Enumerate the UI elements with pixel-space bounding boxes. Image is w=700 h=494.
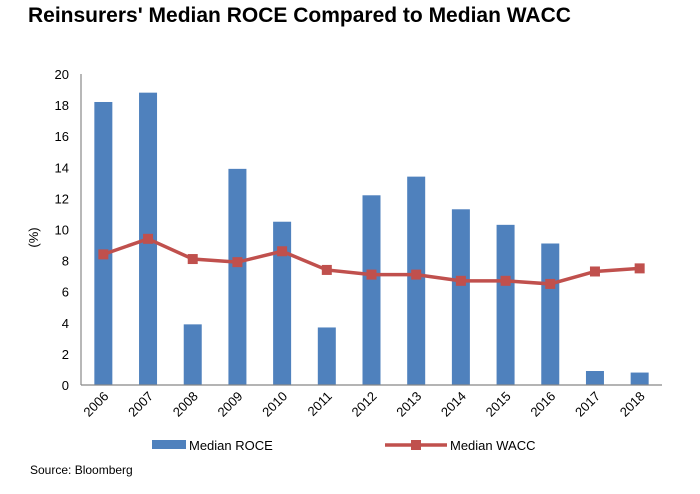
x-tick-label: 2007 bbox=[125, 389, 156, 420]
bar-2009 bbox=[228, 168, 247, 385]
bar-2008 bbox=[183, 324, 202, 385]
x-tick-label: 2015 bbox=[483, 389, 514, 420]
x-tick-label: 2006 bbox=[80, 389, 111, 420]
wacc-point-2008 bbox=[187, 254, 198, 265]
y-tick-label: 8 bbox=[62, 254, 69, 269]
wacc-point-2009 bbox=[232, 257, 243, 268]
bar-2013 bbox=[407, 176, 426, 385]
x-tick-label: 2014 bbox=[438, 389, 469, 420]
wacc-point-2016 bbox=[545, 278, 556, 289]
bar-2016 bbox=[541, 243, 560, 385]
wacc-point-2018 bbox=[634, 263, 645, 274]
wacc-point-2014 bbox=[455, 275, 466, 286]
bar-2017 bbox=[585, 371, 604, 385]
wacc-point-2006 bbox=[98, 249, 109, 260]
x-tick-label: 2008 bbox=[170, 389, 201, 420]
legend-label-roce: Median ROCE bbox=[189, 438, 273, 453]
source-note: Source: Bloomberg bbox=[30, 463, 133, 477]
legend-label-wacc: Median WACC bbox=[450, 438, 535, 453]
bar-2015 bbox=[496, 224, 515, 385]
wacc-point-2017 bbox=[589, 266, 600, 277]
wacc-point-2010 bbox=[277, 246, 288, 257]
wacc-point-2012 bbox=[366, 269, 377, 280]
x-tick-label: 2017 bbox=[572, 389, 603, 420]
x-tick-label: 2016 bbox=[527, 389, 558, 420]
bar-2018 bbox=[630, 372, 649, 385]
y-tick-label: 0 bbox=[62, 378, 69, 393]
bar-2006 bbox=[94, 101, 113, 386]
x-tick-label: 2011 bbox=[305, 389, 335, 419]
y-tick-label: 14 bbox=[55, 160, 69, 175]
y-tick-label: 2 bbox=[62, 347, 69, 362]
x-tick-label: 2018 bbox=[617, 389, 648, 420]
y-axis-label: (%) bbox=[26, 227, 41, 247]
x-tick-label: 2009 bbox=[214, 389, 245, 420]
y-tick-label: 12 bbox=[55, 191, 69, 206]
y-tick-label: 18 bbox=[55, 98, 69, 113]
y-tick-label: 4 bbox=[62, 316, 69, 331]
wacc-point-2011 bbox=[321, 264, 332, 275]
bar-2010 bbox=[273, 221, 292, 385]
y-tick-label: 6 bbox=[62, 285, 69, 300]
x-tick-label: 2013 bbox=[393, 389, 424, 420]
bar-2012 bbox=[362, 195, 381, 385]
y-tick-label: 20 bbox=[55, 67, 69, 82]
bar-2011 bbox=[317, 327, 336, 385]
y-tick-label: 10 bbox=[55, 223, 69, 238]
y-tick-label: 16 bbox=[55, 129, 69, 144]
chart-title: Reinsurers' Median ROCE Compared to Medi… bbox=[28, 4, 571, 27]
legend-marker-wacc bbox=[411, 440, 421, 450]
wacc-point-2007 bbox=[143, 233, 154, 244]
legend-swatch-roce bbox=[152, 440, 186, 449]
wacc-point-2013 bbox=[411, 269, 422, 280]
wacc-point-2015 bbox=[500, 275, 511, 286]
x-tick-label: 2012 bbox=[349, 389, 380, 420]
x-tick-label: 2010 bbox=[259, 389, 290, 420]
bar-2014 bbox=[451, 209, 470, 385]
